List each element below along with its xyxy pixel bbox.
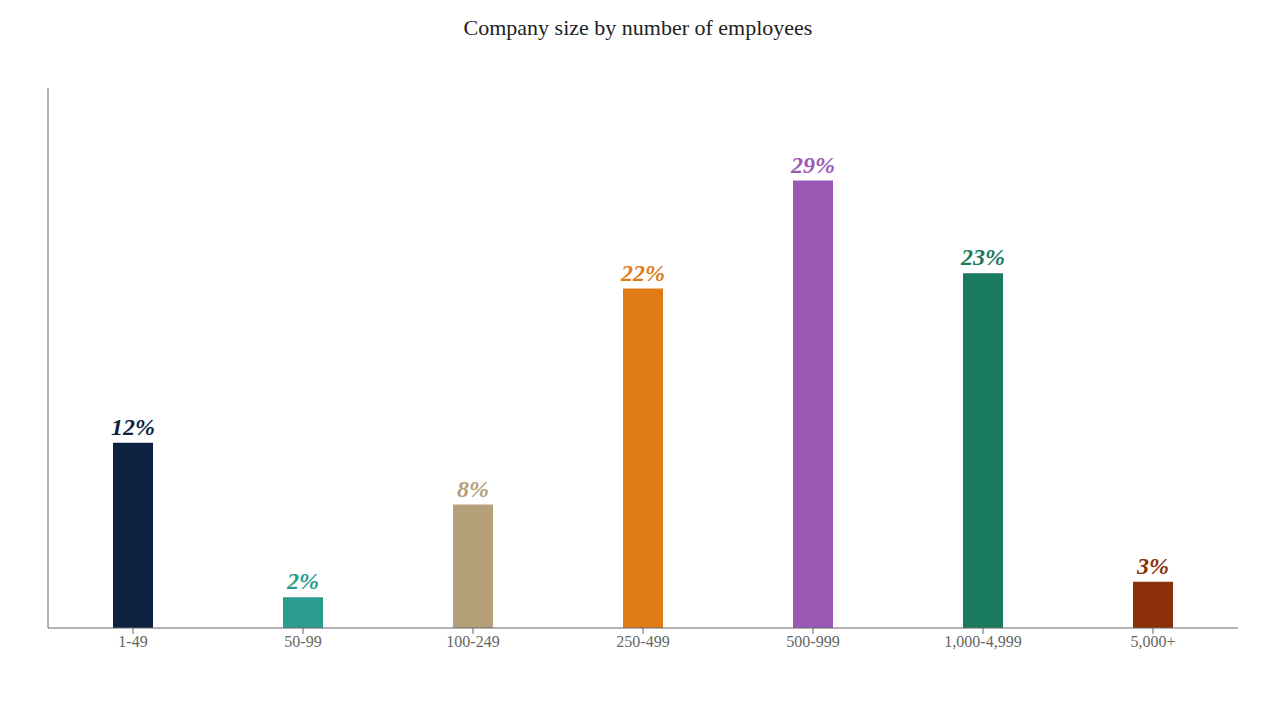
svg-text:1,000-4,999: 1,000-4,999: [944, 633, 1021, 650]
svg-text:100-249: 100-249: [446, 633, 499, 650]
svg-text:29%: 29%: [790, 152, 835, 178]
html-text:Company size by number of empl: Company size by number of employees: [463, 15, 813, 40]
svg-text:2%: 2%: [286, 568, 319, 594]
svg-text:50-99: 50-99: [284, 633, 321, 650]
svg-text:23%: 23%: [960, 244, 1005, 270]
svg-text:3%: 3%: [1136, 553, 1169, 579]
svg-text:8%: 8%: [457, 476, 489, 502]
svg-text:12%: 12%: [111, 414, 155, 440]
svg-text:5,000+: 5,000+: [1130, 633, 1175, 650]
svg-text:1-49: 1-49: [118, 633, 147, 650]
svg-text:500-999: 500-999: [786, 633, 839, 650]
svg-text:22%: 22%: [620, 260, 665, 286]
svg-text:250-499: 250-499: [616, 633, 669, 650]
